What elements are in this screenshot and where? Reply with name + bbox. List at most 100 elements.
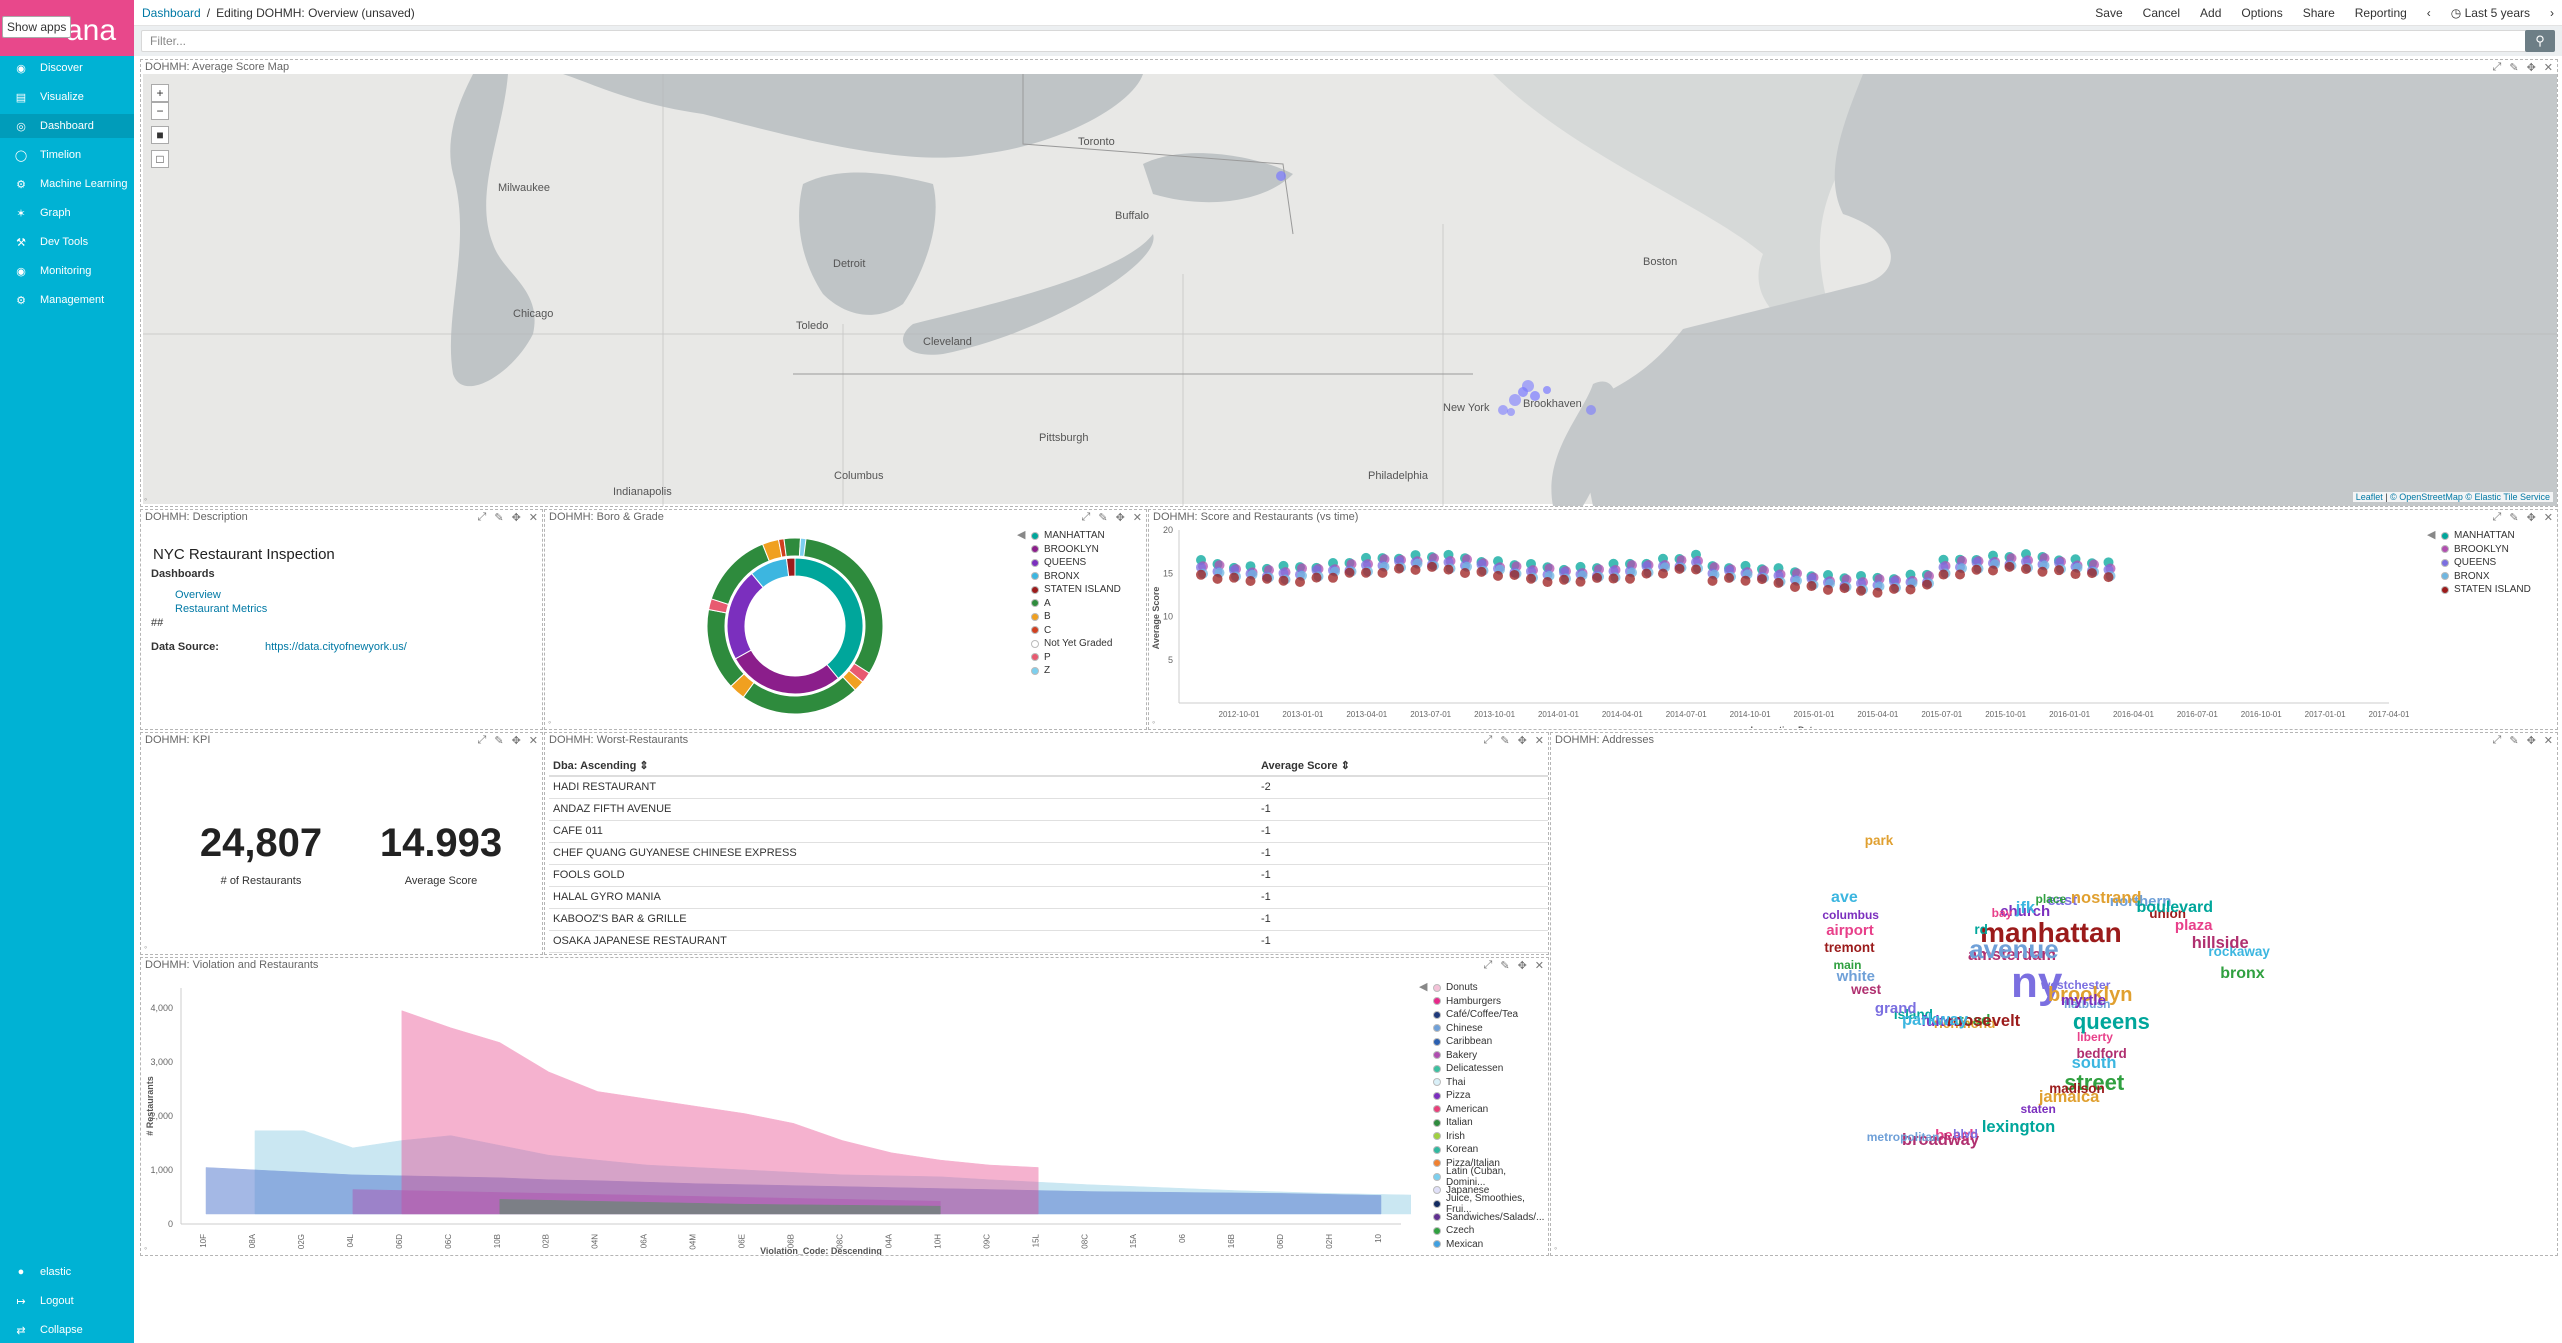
boro-grade-donut[interactable]	[695, 526, 895, 726]
sidebar-item-management[interactable]: ⚙ Management	[0, 288, 134, 312]
fit-bounds-button[interactable]: □	[151, 150, 169, 168]
close-icon[interactable]: ✕	[528, 512, 538, 524]
word-cloud-word[interactable]: plaza	[2174, 916, 2213, 934]
word-cloud-word[interactable]: roosevelt	[1946, 1012, 2021, 1031]
legend-item[interactable]: Bakery	[1433, 1049, 1548, 1063]
legend-item[interactable]: Donuts	[1433, 981, 1548, 995]
breadcrumb-dashboard-link[interactable]: Dashboard	[142, 5, 201, 20]
add-button[interactable]: Add	[2200, 6, 2222, 20]
sidebar-item-elastic[interactable]: ● elastic	[0, 1260, 134, 1284]
resize-handle[interactable]: ◦	[1554, 1243, 1558, 1253]
legend-item[interactable]: Pizza	[1433, 1089, 1548, 1103]
expand-icon[interactable]: ⤢	[477, 511, 487, 523]
edit-icon[interactable]: ✎	[494, 735, 504, 747]
word-cloud-word[interactable]: northern	[2109, 892, 2172, 910]
close-icon[interactable]: ✕	[2543, 62, 2553, 74]
word-cloud-word[interactable]: road	[1957, 1011, 1991, 1029]
word-cloud-word[interactable]: columbus	[1822, 907, 1879, 922]
legend-item[interactable]: BRONX	[1031, 570, 1121, 584]
word-cloud-word[interactable]: lexington	[1981, 1118, 2056, 1137]
resize-handle[interactable]: ◦	[1152, 717, 1156, 727]
time-picker[interactable]: ◷ Last 5 years	[2451, 6, 2530, 20]
word-cloud-word[interactable]: myrtle	[2060, 991, 2106, 1009]
app-logo[interactable]: ana Show apps	[0, 0, 134, 56]
data-source-link[interactable]: https://data.cityofnewyork.us/	[265, 641, 407, 653]
close-icon[interactable]: ✕	[1534, 735, 1544, 747]
word-cloud-word[interactable]: boulevard	[2136, 898, 2213, 916]
violation-area-chart[interactable]: 4,000 3,000 2,000 1,000 0 10F 08A 02G 04L 06D 06C 1…	[141, 966, 1411, 1256]
legend-item[interactable]: STATEN ISLAND	[1031, 583, 1121, 597]
word-cloud-word[interactable]: park	[1864, 833, 1894, 849]
legend-item[interactable]: C	[1031, 624, 1121, 638]
sidebar-item-collapse[interactable]: ⇄ Collapse	[0, 1318, 134, 1342]
word-cloud-word[interactable]: ny	[2011, 958, 2063, 1007]
zoom-out-button[interactable]: −	[151, 102, 169, 120]
legend-item[interactable]: Delicatessen	[1433, 1062, 1548, 1076]
word-cloud-word[interactable]: westchester	[2041, 978, 2111, 992]
tile-service-link[interactable]: © Elastic Tile Service	[2465, 492, 2550, 502]
word-cloud-word[interactable]: jfk	[2015, 898, 2036, 917]
word-cloud-word[interactable]: ave	[1831, 888, 1858, 906]
legend-item[interactable]: Chinese	[1433, 1022, 1548, 1036]
word-cloud-word[interactable]: bedford	[2076, 1046, 2127, 1062]
legend-toggle-icon[interactable]: ◀	[1017, 529, 1026, 541]
word-cloud-word[interactable]: amsterdam	[1967, 946, 2056, 965]
word-cloud-word[interactable]: hillside	[2191, 933, 2249, 952]
map-canvas[interactable]: Milwaukee Chicago Detroit Toronto Buffal…	[143, 74, 2557, 506]
move-icon[interactable]: ✥	[1517, 960, 1527, 972]
legend-item[interactable]: Pizza/Italian	[1433, 1157, 1548, 1171]
legend-item[interactable]: BROOKLYN	[1031, 543, 1121, 557]
word-cloud-word[interactable]: airport	[1826, 921, 1874, 939]
close-icon[interactable]: ✕	[528, 735, 538, 747]
legend-item[interactable]: Italian	[1433, 1116, 1548, 1130]
expand-icon[interactable]: ⤢	[477, 734, 487, 746]
legend-item[interactable]: Irish	[1433, 1130, 1548, 1144]
legend-item[interactable]: B	[1031, 610, 1121, 624]
word-cloud-word[interactable]: staten	[2020, 1102, 2056, 1117]
legend-item[interactable]: Mexican	[1433, 1238, 1548, 1252]
edit-icon[interactable]: ✎	[1500, 960, 1510, 972]
edit-icon[interactable]: ✎	[494, 512, 504, 524]
word-cloud-word[interactable]: beach	[1935, 1127, 1979, 1145]
legend-item[interactable]: American	[1433, 1103, 1548, 1117]
legend-item[interactable]: STATEN ISLAND	[2441, 583, 2531, 597]
close-icon[interactable]: ✕	[1534, 960, 1544, 972]
legend-item[interactable]: Juice, Smoothies, Frui...	[1433, 1193, 1548, 1215]
word-cloud-word[interactable]: parkway	[1901, 1010, 1968, 1029]
move-icon[interactable]: ✥	[2526, 512, 2536, 524]
legend-item[interactable]: Caribbean	[1433, 1035, 1548, 1049]
reporting-button[interactable]: Reporting	[2354, 6, 2407, 20]
sidebar-item-monitoring[interactable]: ◉ Monitoring	[0, 259, 134, 283]
word-cloud-word[interactable]: liberty	[2076, 1030, 2113, 1045]
word-cloud-word[interactable]: white	[1836, 967, 1876, 985]
edit-icon[interactable]: ✎	[1098, 512, 1108, 524]
filter-input[interactable]: Filter...	[141, 30, 2555, 52]
sidebar-item-logout[interactable]: ↦ Logout	[0, 1289, 134, 1313]
table-row[interactable]: FOOLS GOLD -1	[549, 864, 1548, 887]
share-button[interactable]: Share	[2302, 6, 2335, 20]
word-cloud-word[interactable]: queens	[2072, 1009, 2150, 1035]
column-header-dba[interactable]: Dba: Ascending ⇕	[549, 755, 1257, 777]
close-icon[interactable]: ✕	[1132, 512, 1142, 524]
options-button[interactable]: Options	[2241, 6, 2283, 20]
restaurant-metrics-link[interactable]: Restaurant Metrics	[175, 603, 268, 615]
expand-icon[interactable]: ⤢	[1081, 511, 1091, 523]
legend-item[interactable]: P	[1031, 651, 1121, 665]
legend-item[interactable]: QUEENS	[1031, 556, 1121, 570]
word-cloud-word[interactable]: union	[2149, 905, 2186, 921]
legend-item[interactable]: QUEENS	[2441, 556, 2531, 570]
table-row[interactable]: ANDAZ FIFTH AVENUE -1	[549, 798, 1548, 821]
word-cloud-word[interactable]: madison	[2049, 1081, 2105, 1097]
move-icon[interactable]: ✥	[1517, 735, 1527, 747]
sidebar-item-discover[interactable]: ◉ Discover	[0, 56, 134, 80]
zoom-in-button[interactable]: +	[151, 84, 169, 102]
word-cloud-word[interactable]: east	[2047, 891, 2078, 909]
table-row[interactable]: KABOOZ'S BAR & GRILLE -1	[549, 908, 1548, 931]
move-icon[interactable]: ✥	[2526, 62, 2536, 74]
legend-item[interactable]: MANHATTAN	[2441, 529, 2531, 543]
chevron-right-icon[interactable]: ›	[2550, 6, 2554, 20]
resize-handle[interactable]: ◦	[144, 494, 148, 504]
table-row[interactable]: OSAKA JAPANESE RESTAURANT -1	[549, 930, 1548, 953]
sidebar-item-machine-learning[interactable]: ⚙ Machine Learning	[0, 172, 134, 196]
word-cloud-word[interactable]: nostrand	[2070, 888, 2142, 907]
